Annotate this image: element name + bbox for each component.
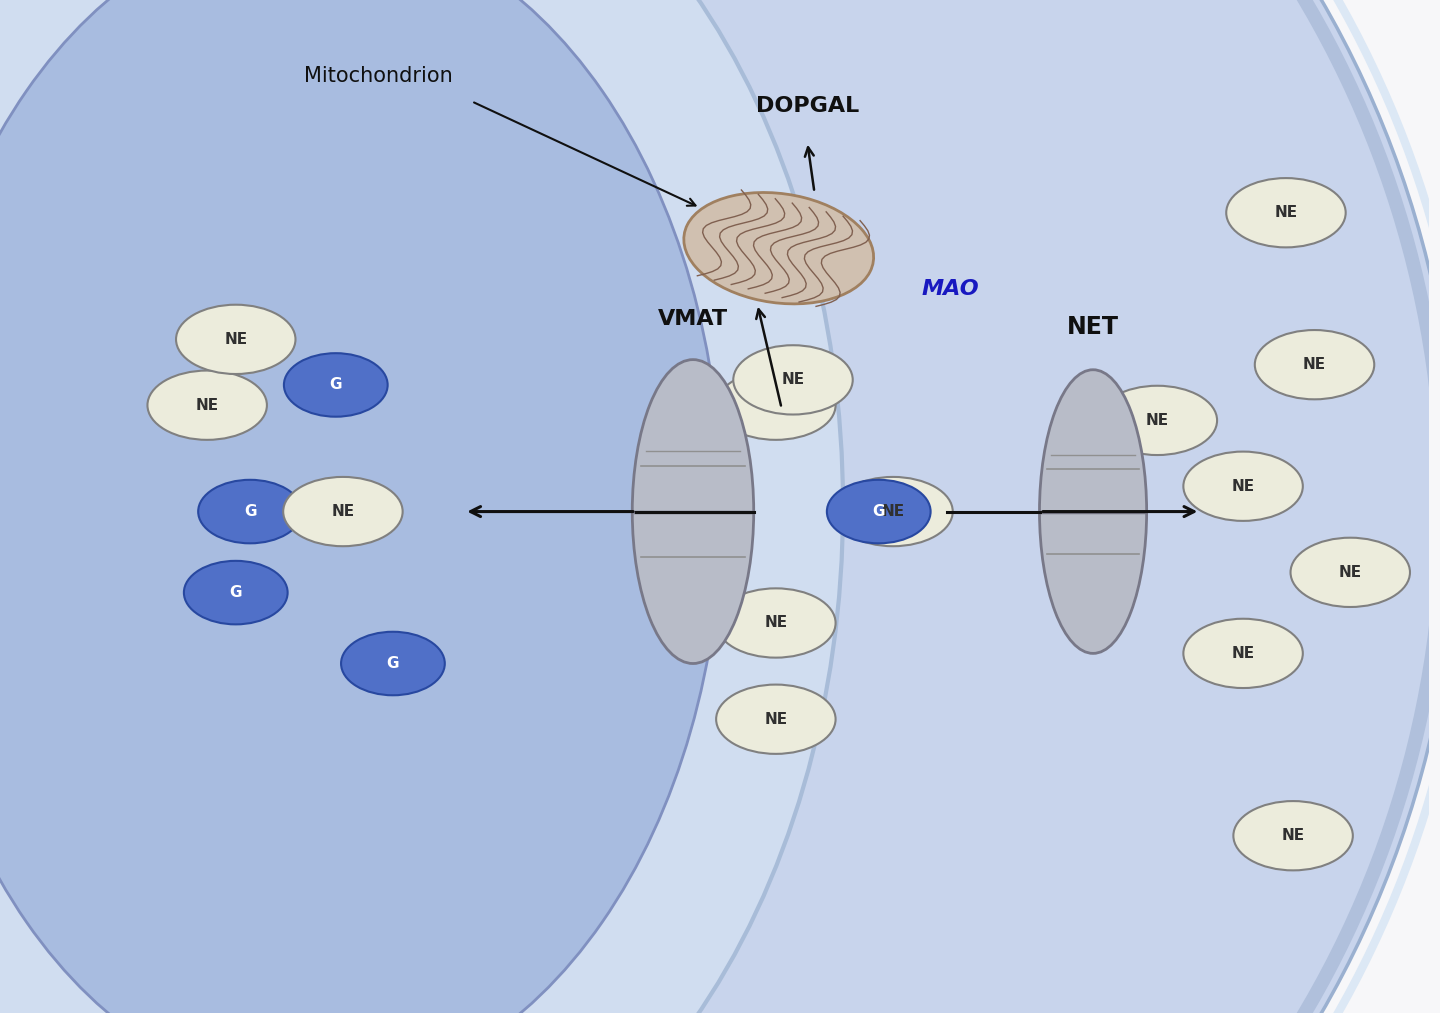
Ellipse shape — [199, 480, 302, 543]
Ellipse shape — [827, 480, 930, 543]
Bar — [1129, 0, 1440, 1013]
Text: G: G — [243, 504, 256, 519]
Ellipse shape — [184, 561, 288, 624]
Ellipse shape — [1227, 178, 1346, 247]
Ellipse shape — [716, 685, 835, 754]
Text: NE: NE — [1274, 206, 1297, 220]
Ellipse shape — [341, 632, 445, 695]
Text: NE: NE — [765, 616, 788, 630]
Text: G: G — [873, 504, 886, 519]
Text: NE: NE — [1231, 646, 1254, 660]
Ellipse shape — [176, 305, 295, 374]
Text: NE: NE — [196, 398, 219, 412]
Text: VMAT: VMAT — [658, 309, 729, 329]
Text: NE: NE — [1282, 829, 1305, 843]
Text: DOPGAL: DOPGAL — [756, 96, 858, 116]
Ellipse shape — [284, 354, 387, 416]
Ellipse shape — [733, 345, 852, 414]
Ellipse shape — [716, 589, 835, 657]
Bar — [0, 0, 1115, 1013]
Text: NE: NE — [765, 712, 788, 726]
Text: G: G — [229, 586, 242, 600]
Text: G: G — [387, 656, 399, 671]
Ellipse shape — [716, 371, 835, 440]
Ellipse shape — [632, 360, 753, 664]
Text: NE: NE — [881, 504, 904, 519]
Text: NE: NE — [1231, 479, 1254, 493]
Text: NE: NE — [225, 332, 248, 346]
Text: G: G — [330, 378, 343, 392]
Ellipse shape — [284, 477, 403, 546]
Ellipse shape — [1097, 386, 1217, 455]
Text: Mitochondrion: Mitochondrion — [304, 66, 454, 86]
Ellipse shape — [1184, 452, 1303, 521]
Text: NE: NE — [1339, 565, 1362, 579]
Text: NE: NE — [331, 504, 354, 519]
Text: NE: NE — [1146, 413, 1169, 427]
Ellipse shape — [1184, 619, 1303, 688]
Text: NE: NE — [765, 398, 788, 412]
Ellipse shape — [0, 0, 721, 1013]
Ellipse shape — [147, 371, 266, 440]
Text: NE: NE — [1303, 358, 1326, 372]
Ellipse shape — [834, 477, 953, 546]
Ellipse shape — [1040, 370, 1146, 653]
Ellipse shape — [0, 0, 842, 1013]
Text: NE: NE — [782, 373, 805, 387]
Ellipse shape — [1290, 538, 1410, 607]
Ellipse shape — [1254, 330, 1374, 399]
Text: MAO: MAO — [922, 279, 979, 299]
Ellipse shape — [684, 192, 874, 304]
Ellipse shape — [1234, 801, 1352, 870]
Text: NET: NET — [1067, 315, 1119, 339]
